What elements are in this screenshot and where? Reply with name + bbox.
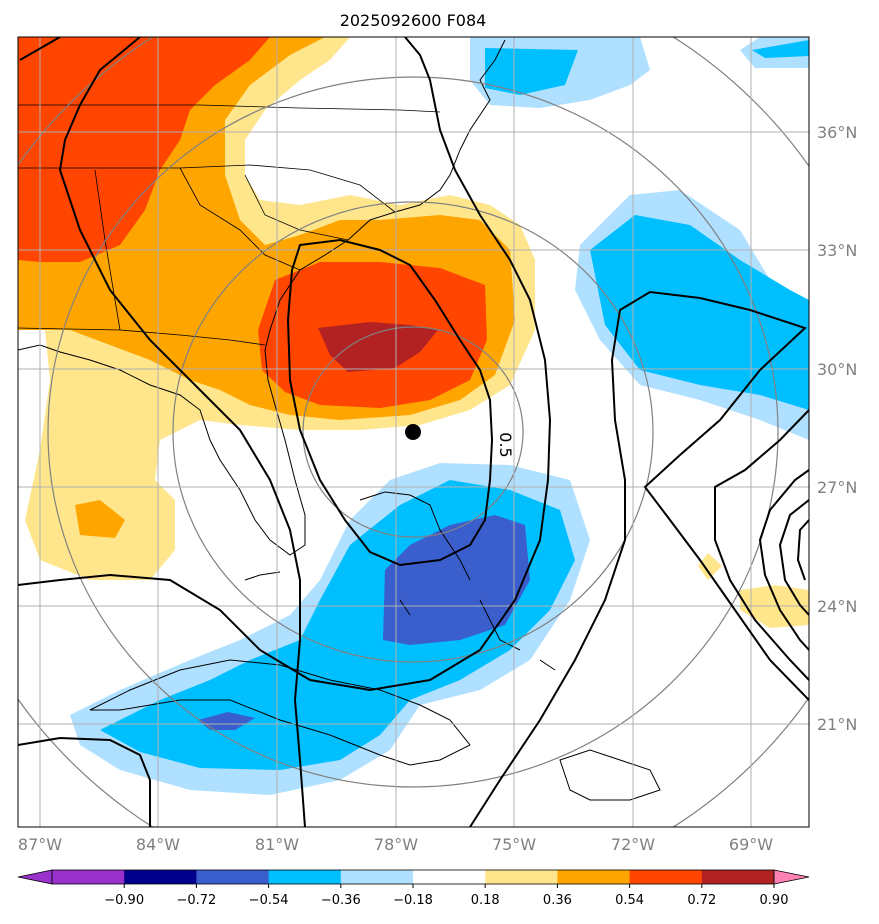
warm-fill-090 bbox=[318, 322, 438, 372]
lat-label: 27°N bbox=[817, 478, 857, 497]
hispaniola bbox=[559, 749, 661, 801]
colorbar: −0.90 −0.72 −0.54 −0.36 −0.18 0.18 0.36 0.54 0.7… bbox=[17, 869, 810, 908]
lon-label: 87°W bbox=[18, 835, 62, 854]
colorbar-segment bbox=[701, 870, 775, 884]
longitude-labels: 87°W 84°W 81°W 78°W 75°W 72°W 69°W bbox=[18, 835, 773, 854]
lat-label: 30°N bbox=[817, 360, 857, 379]
warm-fill-east-small bbox=[698, 553, 722, 580]
colorbar-tick-label: −0.18 bbox=[393, 893, 433, 908]
colorbar-tick-label: −0.90 bbox=[104, 893, 144, 908]
colorbar-segment bbox=[557, 870, 631, 884]
lon-label: 75°W bbox=[492, 835, 536, 854]
cool-fill-ne-core bbox=[752, 40, 809, 58]
contour-label: 0.5 bbox=[496, 432, 515, 457]
lon-label: 69°W bbox=[729, 835, 773, 854]
lat-label: 24°N bbox=[817, 597, 857, 616]
colorbar-tick-label: −0.54 bbox=[249, 893, 289, 908]
lat-label: 36°N bbox=[817, 123, 857, 142]
range-rings bbox=[18, 37, 809, 827]
keys bbox=[244, 571, 281, 581]
cool-fill-south-054 bbox=[383, 515, 530, 645]
colorbar-segment bbox=[413, 870, 486, 884]
colorbar-tick-label: 0.72 bbox=[687, 893, 716, 908]
cool-fill-cuba-054 bbox=[198, 712, 255, 730]
bahamas bbox=[359, 491, 556, 671]
colorbar-segment bbox=[340, 870, 414, 884]
lon-label: 72°W bbox=[611, 835, 655, 854]
cool-fill-north-core bbox=[485, 48, 578, 95]
lat-label: 21°N bbox=[817, 715, 857, 734]
colorbar-tick-label: 0.54 bbox=[615, 893, 644, 908]
lon-label: 78°W bbox=[374, 835, 418, 854]
florida-coast bbox=[18, 149, 461, 556]
graticule bbox=[18, 37, 809, 827]
coastlines bbox=[18, 39, 661, 801]
colorbar-tick-label: −0.72 bbox=[176, 893, 216, 908]
cool-fill-east-core bbox=[590, 215, 809, 410]
colorbar-segment bbox=[124, 870, 197, 884]
colorbar-tick-label: −0.36 bbox=[321, 893, 361, 908]
colorbar-tick-label: 0.36 bbox=[543, 893, 572, 908]
colorbar-tick-label: 0.18 bbox=[471, 893, 500, 908]
colorbar-over-arrow bbox=[773, 869, 810, 885]
warm-fill-054-small bbox=[75, 500, 125, 538]
lat-label: 33°N bbox=[817, 241, 857, 260]
map-area: 0.5 bbox=[18, 37, 809, 827]
figure-title: 2025092600 F084 bbox=[340, 11, 487, 30]
colorbar-segment bbox=[629, 870, 703, 884]
colorbar-segment bbox=[485, 870, 558, 884]
lon-label: 81°W bbox=[255, 835, 299, 854]
colorbar-segment bbox=[268, 870, 342, 884]
latitude-labels: 36°N 33°N 30°N 27°N 24°N 21°N bbox=[817, 123, 857, 734]
colorbar-under-arrow bbox=[17, 869, 53, 885]
colorbar-segment bbox=[196, 870, 270, 884]
atlantic-coast-north bbox=[459, 39, 506, 151]
center-marker bbox=[405, 424, 421, 440]
lon-label: 84°W bbox=[136, 835, 180, 854]
colorbar-tick-label: 0.90 bbox=[760, 893, 789, 908]
height-contours bbox=[18, 37, 809, 827]
colorbar-segment bbox=[52, 870, 125, 884]
cuba bbox=[89, 659, 471, 766]
map-frame bbox=[17, 36, 810, 828]
